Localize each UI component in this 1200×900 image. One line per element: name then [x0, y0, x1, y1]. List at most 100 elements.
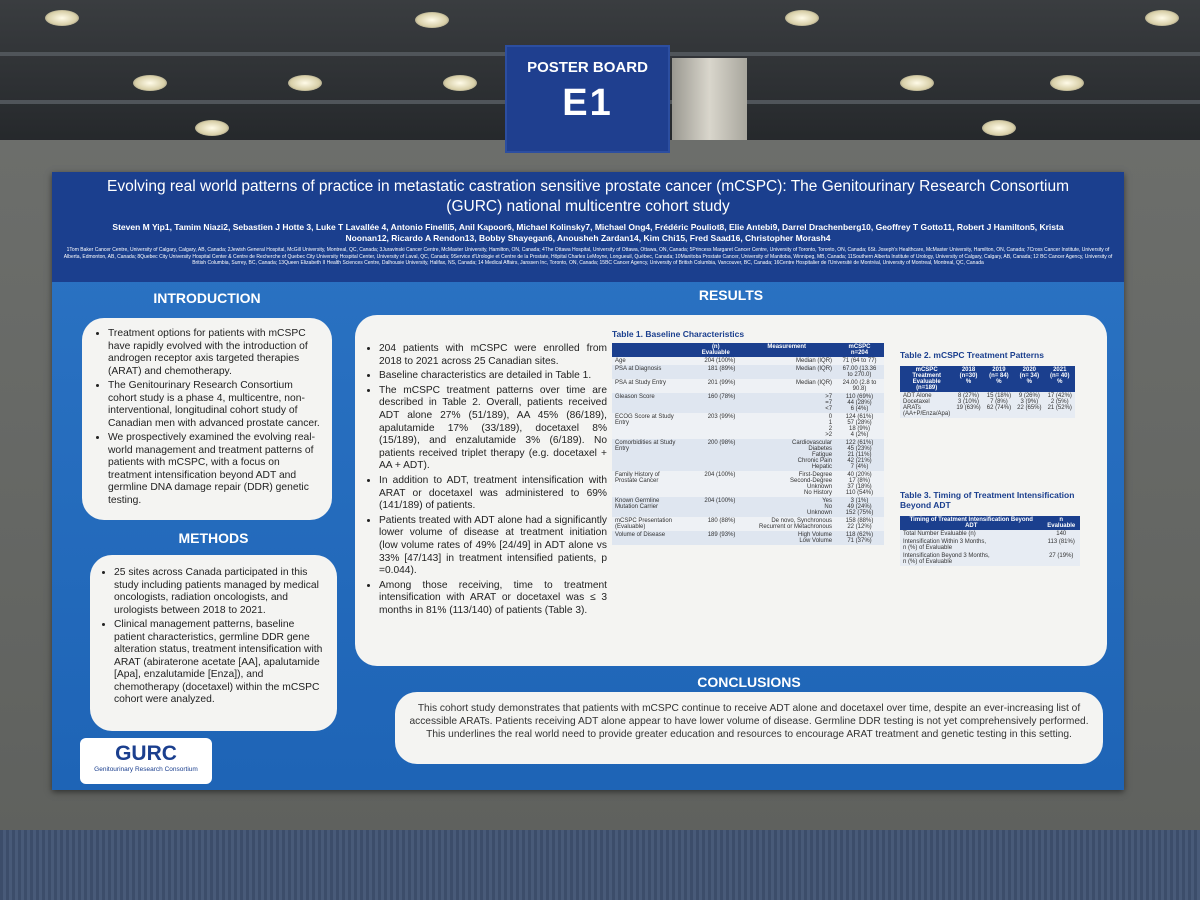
table-cell: Family History of Prostate Cancer: [612, 471, 694, 497]
table-cell: 160 (78%): [693, 393, 739, 413]
table-cell: 24.00 (2.8 to 90.8): [835, 379, 884, 393]
table-cell: PSA at Study Entry: [612, 379, 694, 393]
light: [133, 75, 167, 91]
table-caption: Table 2. mCSPC Treatment Patterns: [900, 350, 1044, 360]
bullet: 204 patients with mCSPC were enrolled fr…: [379, 343, 607, 368]
light: [1050, 75, 1084, 91]
table-cell: Comorbidities at Study Entry: [612, 439, 694, 471]
table-cell: >7 =7 <7: [738, 393, 836, 413]
table-cell: 113 (81%): [1042, 538, 1080, 552]
table-cell: ECOG Score at Study Entry: [612, 413, 694, 439]
table-cell: 110 (69%) 44 (28%) 6 (4%): [835, 393, 884, 413]
table-cell: Intensification Within 3 Months, n (%) o…: [900, 538, 1043, 552]
header-row: mCSPC Treatment Evaluable (n=189) 2018 (n…: [900, 366, 1075, 392]
table-cell: Cardiovascular Diabetes Fatigue Chronic …: [738, 439, 836, 471]
table-cell: Median (IQR): [738, 365, 836, 379]
table-row: ADT Alone Docetaxel ARATs (AA+P/Enza/Apa…: [900, 392, 1075, 418]
table-cell: 17 (42%) 2 (5%) 21 (52%): [1044, 392, 1075, 418]
table-cell: 203 (99%): [693, 413, 739, 439]
light: [982, 120, 1016, 136]
table-cell: 118 (62%) 71 (37%): [835, 531, 884, 545]
bullet: Baseline characteristics are detailed in…: [379, 370, 607, 383]
header-cell: 2020 (n= 34) %: [1014, 366, 1045, 392]
table-cell: 201 (99%): [693, 379, 739, 393]
table-cell: 181 (89%): [693, 365, 739, 379]
bullet-list: 25 sites across Canada participated in t…: [100, 567, 327, 707]
authors: Steven M Yip1, Tamim Niazi2, Sebastien J…: [112, 222, 1064, 243]
table-row: mCSPC Presentation (Evaluable) 180 (88%) D…: [612, 517, 884, 531]
table-cell: Median (IQR): [738, 357, 836, 365]
bullet: Among those receiving, time to treatment…: [379, 580, 607, 618]
table-cell: Gleason Score: [612, 393, 694, 413]
table-cell: 27 (19%): [1042, 552, 1080, 566]
table-row: Volume of Disease 189 (93%) High Volume Lo…: [612, 531, 884, 545]
table: mCSPC Treatment Evaluable (n=189) 2018 (n…: [900, 366, 1075, 418]
bullet: The mCSPC treatment patterns over time a…: [379, 385, 607, 473]
results-text: 204 patients with mCSPC were enrolled fr…: [365, 343, 607, 619]
results-box: 204 patients with mCSPC were enrolled fr…: [355, 315, 1107, 666]
header-cell: 2019 (n= 84) %: [983, 366, 1015, 392]
table-row: Comorbidities at Study Entry 200 (98%) Car…: [612, 439, 884, 471]
section-heading: CONCLUSIONS: [697, 674, 801, 690]
table-row: Family History of Prostate Cancer 204 (10…: [612, 471, 884, 497]
bullet: Clinical management patterns, baseline p…: [114, 619, 327, 707]
bullet: We prospectively examined the evolving r…: [108, 432, 322, 507]
table-caption: Table 3. Timing of Treatment Intensifica…: [900, 490, 1075, 510]
table-cell: 180 (88%): [693, 517, 739, 531]
carpet: [0, 830, 1200, 900]
table-cell: 140: [1042, 530, 1080, 538]
table-cell: 204 (100%): [693, 471, 739, 497]
table-cell: Known Germline Mutation Carrier: [612, 497, 694, 517]
table-cell: 3 (1%) 49 (24%) 152 (75%): [835, 497, 884, 517]
header-cell: mCSPC Treatment Evaluable (n=189): [900, 366, 954, 392]
poster: Evolving real world patterns of practice…: [52, 172, 1124, 790]
table-block: Table 2. mCSPC Treatment Patterns mCSPC …: [900, 350, 1085, 418]
bullet-list: Treatment options for patients with mCSP…: [94, 328, 322, 507]
light: [785, 10, 819, 26]
logo-subtitle: Genitourinary Research Consortium: [94, 766, 198, 773]
table-row: Total Number Evaluable (n) 140: [900, 530, 1080, 538]
table-cell: 71 (64 to 77): [835, 357, 884, 365]
light: [415, 12, 449, 28]
light: [900, 75, 934, 91]
table: Timing of Treatment Intensification Beyo…: [900, 516, 1080, 566]
section-heading: INTRODUCTION: [153, 290, 261, 306]
table-cell: 122 (61%) 45 (23%) 21 (11%) 42 (21%) 7 (…: [835, 439, 884, 471]
bullet: Patients treated with ADT alone had a si…: [379, 515, 607, 578]
header-cell: Measurement: [738, 343, 836, 357]
bullet: The Genitourinary Research Consortium co…: [108, 380, 322, 430]
table-cell: Volume of Disease: [612, 531, 694, 545]
table-cell: 204 (100%): [693, 497, 739, 517]
affiliations: 1Tom Baker Cancer Centre, University of …: [63, 247, 1113, 266]
header-row: Timing of Treatment Intensification Beyo…: [900, 516, 1080, 530]
table-cell: 124 (61%) 57 (28%) 18 (9%) 4 (2%): [835, 413, 884, 439]
bullet: In addition to ADT, treatment intensific…: [379, 475, 607, 513]
header-cell: mCSPC n=204: [835, 343, 884, 357]
table-cell: 9 (26%) 3 (9%) 22 (65%): [1014, 392, 1045, 418]
conclusions-box: This cohort study demonstrates that pati…: [395, 692, 1103, 764]
table-cell: Yes No Unknown: [738, 497, 836, 517]
table-cell: 158 (88%) 22 (12%): [835, 517, 884, 531]
table-cell: 8 (27%) 3 (10%) 19 (63%): [953, 392, 984, 418]
section-heading: RESULTS: [698, 287, 764, 303]
table-row: Age 204 (100%) Median (IQR) 71 (64 to 77): [612, 357, 884, 365]
light: [1145, 10, 1179, 26]
logo: GURC Genitourinary Research Consortium: [80, 738, 212, 784]
methods-box: 25 sites across Canada participated in t…: [90, 555, 337, 731]
header-cell: [612, 343, 694, 357]
table-row: Intensification Within 3 Months, n (%) o…: [900, 538, 1080, 552]
bullet: Treatment options for patients with mCSP…: [108, 328, 322, 378]
table-row: PSA at Study Entry 201 (99%) Median (IQR) 2…: [612, 379, 884, 393]
table-cell: Age: [612, 357, 694, 365]
header-cell: Timing of Treatment Intensification Beyo…: [900, 516, 1043, 530]
introduction-box: Treatment options for patients with mCSP…: [82, 318, 332, 520]
header-cell: 2021 (n= 40) %: [1044, 366, 1075, 392]
conclusions-text: This cohort study demonstrates that pati…: [409, 703, 1089, 740]
header-cell: (n) Evaluable: [693, 343, 739, 357]
table-cell: De novo, Synchronous Recurrent or Metach…: [738, 517, 836, 531]
table-cell: High Volume Low Volume: [738, 531, 836, 545]
bullet-list: 204 patients with mCSPC were enrolled fr…: [365, 343, 607, 617]
table-cell: mCSPC Presentation (Evaluable): [612, 517, 694, 531]
light: [288, 75, 322, 91]
